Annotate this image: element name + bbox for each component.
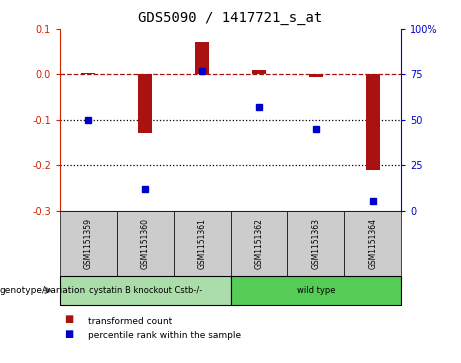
- Bar: [366, 74, 380, 170]
- Text: GDS5090 / 1417721_s_at: GDS5090 / 1417721_s_at: [138, 11, 323, 25]
- Text: ■: ■: [65, 314, 74, 325]
- Text: GSM1151362: GSM1151362: [254, 218, 263, 269]
- Text: GSM1151359: GSM1151359: [84, 218, 93, 269]
- Bar: [195, 42, 209, 74]
- Text: GSM1151364: GSM1151364: [368, 218, 377, 269]
- Text: wild type: wild type: [296, 286, 335, 295]
- Text: percentile rank within the sample: percentile rank within the sample: [88, 331, 241, 340]
- Text: GSM1151360: GSM1151360: [141, 218, 150, 269]
- Text: transformed count: transformed count: [88, 317, 172, 326]
- Text: ■: ■: [65, 329, 74, 339]
- Bar: [252, 70, 266, 74]
- Bar: [309, 74, 323, 77]
- Text: GSM1151363: GSM1151363: [311, 218, 320, 269]
- Bar: [81, 73, 95, 74]
- Bar: [138, 74, 152, 134]
- Text: genotype/variation: genotype/variation: [0, 286, 86, 295]
- Text: cystatin B knockout Cstb-/-: cystatin B knockout Cstb-/-: [89, 286, 202, 295]
- Text: GSM1151361: GSM1151361: [198, 218, 207, 269]
